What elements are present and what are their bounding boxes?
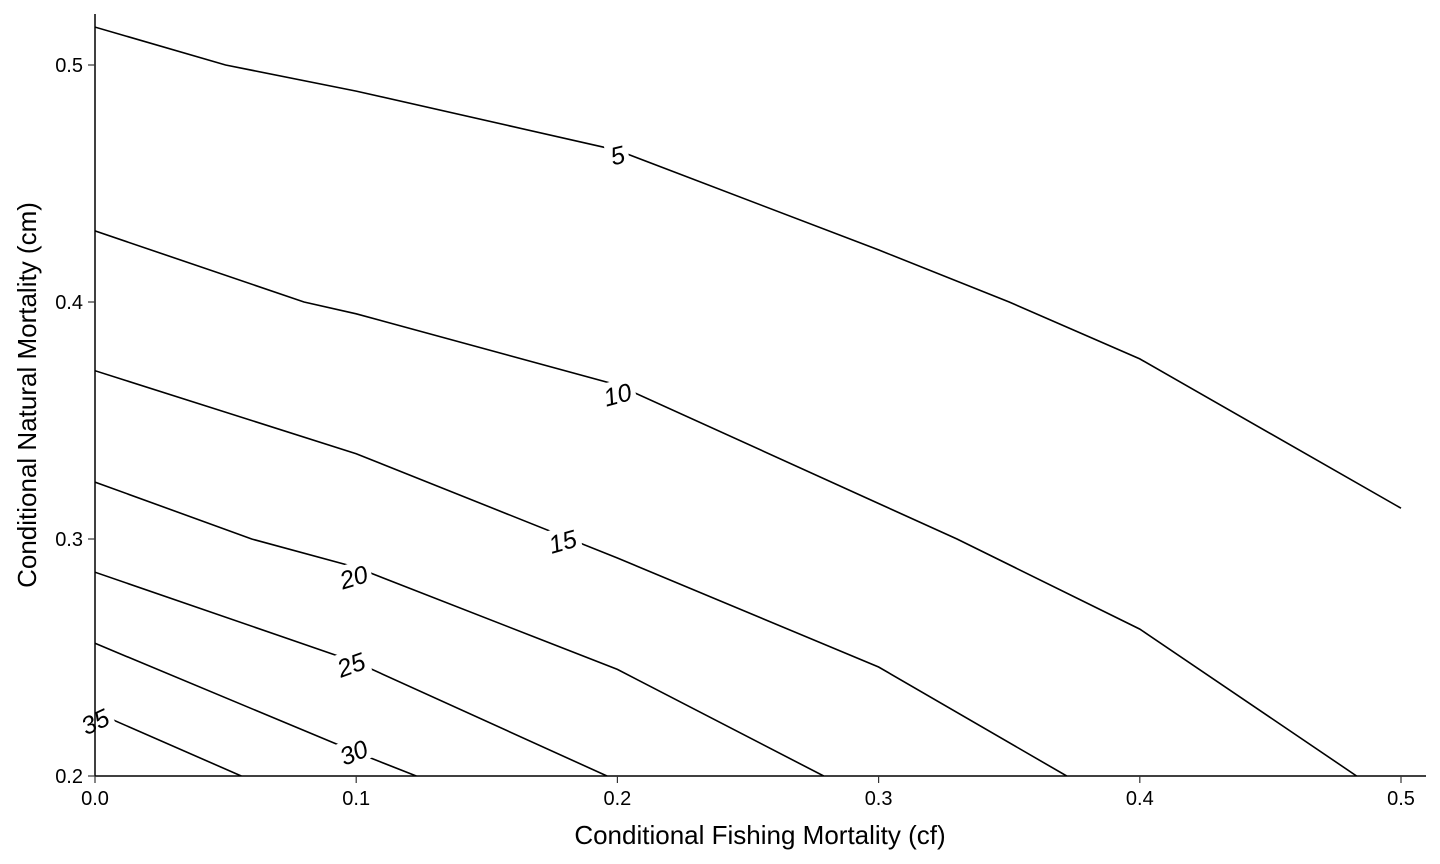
x-tick-label: 0.1 (342, 788, 370, 810)
contour-label-5: 5 (603, 138, 631, 172)
contour-label-20: 20 (332, 558, 375, 596)
contour-line-35 (95, 711, 242, 776)
y-tick-label: 0.5 (55, 55, 83, 77)
contour-line-5 (95, 26, 1402, 509)
y-tick-label: 0.2 (55, 766, 83, 788)
x-tick-label: 0.4 (1126, 788, 1154, 810)
y-axis-ticks: 0.2 0.3 0.4 0.5 (55, 55, 95, 788)
x-axis-title: Conditional Fishing Mortality (cf) (574, 820, 945, 850)
contour-lines (95, 26, 1402, 776)
contour-line-10 (95, 230, 1358, 776)
y-tick-label: 0.3 (55, 529, 83, 551)
x-tick-label: 0.2 (603, 788, 631, 810)
y-axis-title: Conditional Natural Mortality (cm) (12, 202, 42, 588)
x-tick-label: 0.0 (81, 788, 109, 810)
contour-line-20 (95, 481, 825, 776)
x-tick-label: 0.5 (1387, 788, 1415, 810)
contour-label-25: 25 (329, 645, 373, 684)
x-tick-label: 0.3 (865, 788, 893, 810)
contour-label-text: 5 (608, 141, 628, 172)
x-axis-ticks: 0.0 0.1 0.2 0.3 0.4 0.5 (81, 776, 1415, 810)
contour-line-15 (95, 369, 1068, 776)
contour-label-30: 30 (331, 732, 375, 772)
contour-label-15: 15 (541, 522, 584, 560)
y-tick-label: 0.4 (55, 292, 83, 314)
contour-label-10: 10 (596, 376, 638, 412)
